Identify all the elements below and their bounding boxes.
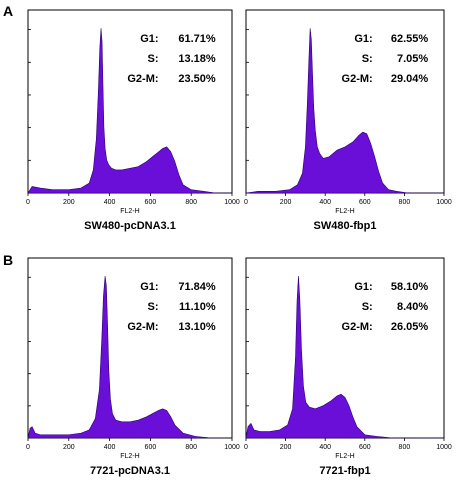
x-tick-label: 400	[319, 199, 331, 206]
x-tick-label: 800	[399, 199, 411, 206]
x-tick-label: 400	[104, 199, 116, 206]
stat-value: 61.71%	[178, 33, 216, 45]
plot-frame	[27, 9, 233, 194]
x-tick-label: 400	[104, 444, 116, 451]
x-tick-label: 600	[145, 199, 157, 206]
histogram-sw480-pcdna3: 0 200 400 600 800 1000 FL2-H G1: 61.71% S: 13.18% G…	[26, 9, 240, 232]
plot-frame	[27, 257, 233, 439]
histogram-area	[27, 28, 232, 194]
x-tick-label: 1000	[224, 199, 240, 206]
stat-label: G1:	[354, 281, 372, 293]
stat-label: S:	[148, 301, 159, 313]
stat-value: 13.18%	[178, 53, 216, 65]
stat-label: G1:	[354, 33, 372, 45]
x-tick-label: 200	[280, 444, 292, 451]
x-tick-label: 800	[185, 444, 197, 451]
stat-label: S:	[362, 53, 373, 65]
chart-caption: SW480-pcDNA3.1	[84, 220, 176, 232]
panel-letter-a: A	[3, 3, 14, 19]
chart-caption: 7721-pcDNA3.1	[90, 465, 170, 477]
histogram-area	[245, 275, 444, 439]
stat-value: 23.50%	[178, 73, 216, 85]
x-tick-label: 200	[280, 199, 292, 206]
x-tick-label: 0	[244, 199, 248, 206]
stat-value: 11.10%	[179, 301, 216, 313]
x-tick-label: 200	[63, 199, 75, 206]
stat-label: S:	[148, 53, 159, 65]
panel-letter-b: B	[3, 252, 14, 268]
x-tick-label: 600	[359, 199, 371, 206]
x-tick-label: 0	[26, 444, 30, 451]
x-tick-label: 0	[26, 199, 30, 206]
x-tick-label: 600	[359, 444, 371, 451]
x-tick-label: 0	[244, 444, 248, 451]
stat-value: 13.10%	[178, 321, 216, 333]
x-axis-title: FL2-H	[335, 208, 354, 215]
x-tick-label: 400	[319, 444, 331, 451]
x-tick-label: 1000	[436, 199, 452, 206]
x-axis-title: FL2-H	[335, 453, 354, 460]
stat-value: 8.40%	[397, 301, 428, 313]
chart-caption: 7721-fbp1	[319, 465, 370, 477]
histogram-sw480-fbp1: 0 200 400 600 800 1000 FL2-H G1: 62.55% S: 7.05% G2…	[244, 9, 452, 232]
x-tick-label: 600	[145, 444, 157, 451]
x-tick-label: 1000	[436, 444, 452, 451]
stat-value: 29.04%	[391, 73, 429, 85]
stat-label: G2-M:	[342, 73, 373, 85]
stat-label: G2-M:	[127, 321, 158, 333]
histogram-area	[245, 28, 444, 194]
x-tick-label: 800	[399, 444, 411, 451]
stat-value: 26.05%	[391, 321, 429, 333]
stat-label: S:	[362, 301, 373, 313]
stat-value: 58.10%	[391, 281, 429, 293]
x-tick-label: 800	[185, 199, 197, 206]
histogram-7721-pcdna3: 0 200 400 600 800 1000 FL2-H G1: 71.84% S: 11.10% G…	[26, 257, 240, 477]
stat-value: 62.55%	[391, 33, 429, 45]
stat-value: 7.05%	[397, 53, 428, 65]
stat-label: G1:	[140, 33, 158, 45]
histogram-7721-fbp1: 0 200 400 600 800 1000 FL2-H G1: 58.10% S: 8.40% G2…	[244, 257, 452, 477]
stat-value: 71.84%	[178, 281, 216, 293]
stat-label: G1:	[140, 281, 158, 293]
x-tick-label: 1000	[224, 444, 240, 451]
histogram-area	[27, 275, 232, 439]
x-tick-label: 200	[63, 444, 75, 451]
x-axis-title: FL2-H	[120, 208, 139, 215]
stat-label: G2-M:	[342, 321, 373, 333]
stat-label: G2-M:	[127, 73, 158, 85]
x-axis-title: FL2-H	[120, 453, 139, 460]
chart-caption: SW480-fbp1	[314, 220, 377, 232]
